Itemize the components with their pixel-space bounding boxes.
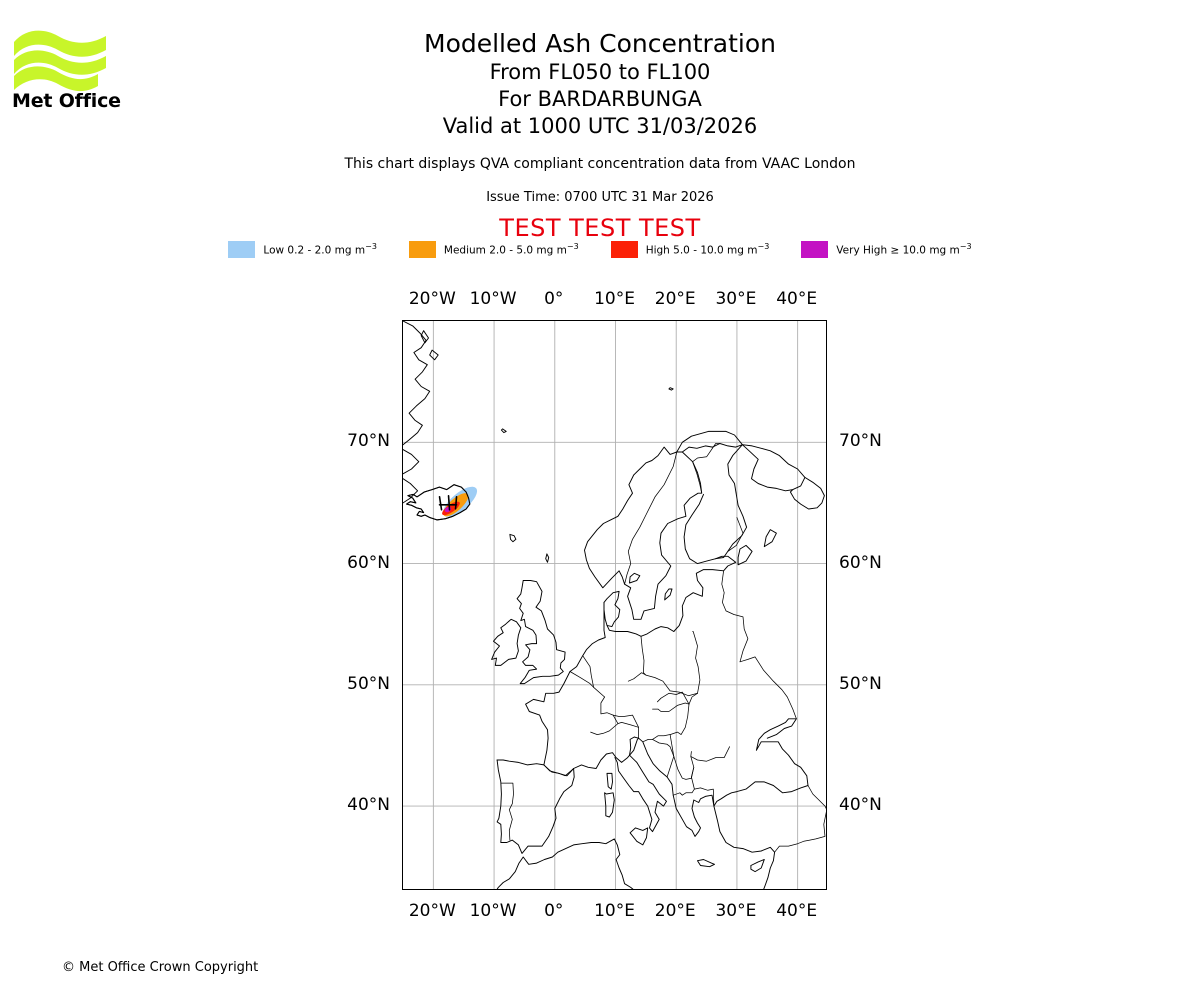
- lat-tick-label: 60°N: [347, 552, 390, 573]
- lat-tick-label: 60°N: [839, 552, 882, 573]
- lat-tick-label: 40°N: [347, 795, 390, 816]
- concentration-legend: Low 0.2 - 2.0 mg m−3 Medium 2.0 - 5.0 mg…: [0, 241, 1200, 258]
- copyright-notice: © Met Office Crown Copyright: [62, 960, 259, 975]
- lat-tick-label: 50°N: [347, 673, 390, 694]
- flight-level-range: From FL050 to FL100: [489, 60, 711, 84]
- volcano-name: For BARDARBUNGA: [498, 87, 702, 111]
- legend-label-high: High 5.0 - 10.0 mg m−3: [645, 242, 770, 257]
- lat-tick-label: 50°N: [839, 673, 882, 694]
- legend-label-low: Low 0.2 - 2.0 mg m−3: [263, 242, 377, 257]
- lat-tick-label: 40°N: [839, 795, 882, 816]
- lon-tick-label: 40°E: [776, 289, 818, 309]
- lon-tick-label: 20°W: [408, 289, 456, 309]
- lon-tick-label: 10°W: [469, 901, 517, 921]
- legend-item-high: High 5.0 - 10.0 mg m−3: [610, 241, 770, 258]
- legend-swatch-very-high: [801, 241, 829, 258]
- chart-title-block: Modelled Ash Concentration From FL050 to…: [0, 28, 1200, 140]
- legend-item-low: Low 0.2 - 2.0 mg m−3: [228, 241, 377, 258]
- page-title: Modelled Ash Concentration: [424, 29, 776, 58]
- lon-tick-label: 30°E: [715, 289, 757, 309]
- lon-tick-label: 30°E: [715, 901, 757, 921]
- legend-label-very-high: Very High ≥ 10.0 mg m−3: [836, 242, 972, 257]
- brand-name: Met Office: [12, 90, 121, 112]
- lon-tick-label: 40°E: [776, 901, 818, 921]
- legend-swatch-high: [610, 241, 638, 258]
- legend-label-medium: Medium 2.0 - 5.0 mg m−3: [443, 242, 579, 257]
- met-office-waves-logo: [12, 24, 122, 114]
- lon-tick-label: 10°E: [594, 901, 635, 921]
- legend-item-very-high: Very High ≥ 10.0 mg m−3: [801, 241, 972, 258]
- legend-swatch-medium: [408, 241, 436, 258]
- lon-tick-label: 0°: [544, 901, 564, 921]
- lat-tick-label: 70°N: [839, 431, 882, 452]
- lon-tick-label: 10°E: [594, 289, 635, 309]
- ash-plume: [442, 486, 478, 517]
- issue-time: Issue Time: 0700 UTC 31 Mar 2026: [486, 190, 714, 205]
- map-frame: [402, 320, 827, 890]
- map-panel: 20°W 20°W 10°W 10°W 0° 0° 10°E 10°E 20°E 20°E 30°E…: [347, 289, 882, 921]
- lon-tick-label: 10°W: [469, 289, 517, 309]
- test-banner: TEST TEST TEST: [499, 214, 701, 242]
- lon-tick-label: 20°W: [408, 901, 456, 921]
- qva-note: This chart displays QVA compliant concen…: [344, 156, 856, 172]
- lon-tick-label: 20°E: [654, 901, 696, 921]
- valid-time: Valid at 1000 UTC 31/03/2026: [442, 114, 758, 138]
- lon-tick-label: 0°: [544, 289, 564, 309]
- lat-tick-label: 70°N: [347, 431, 390, 452]
- lon-tick-label: 20°E: [654, 289, 696, 309]
- legend-item-medium: Medium 2.0 - 5.0 mg m−3: [408, 241, 579, 258]
- legend-swatch-low: [228, 241, 256, 258]
- volcano-marker: [438, 494, 458, 511]
